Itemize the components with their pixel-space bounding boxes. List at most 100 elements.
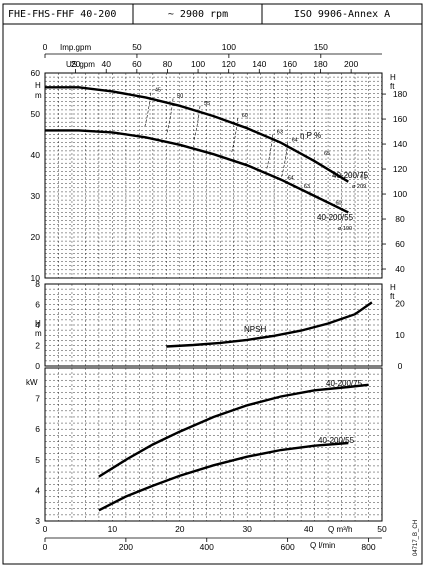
q-lmin-label: Q l/min [310,541,335,550]
us-gpm-tick-label: 160 [283,59,297,69]
npsh-ft-tick-label: 20 [395,299,405,309]
npsh-m-tick-label: 2 [35,341,40,351]
head-m-tick-label: 50 [31,109,41,119]
q-lmin-tick-label: 600 [281,542,295,552]
npsh-label: NPSH [244,325,266,334]
efficiency-value-label: 65 [324,151,330,157]
us-gpm-tick-label: 120 [222,59,236,69]
npsh-m-unit: m [35,329,42,338]
head-ft-unit: ft [390,82,395,91]
panel-frame [44,72,383,279]
kw-unit: kW [26,378,38,387]
npsh-m-tick-label: 6 [35,300,40,310]
us-gpm-tick-label: 200 [344,59,358,69]
efficiency-value-label: 63 [277,130,283,136]
q-lmin-tick-label: 0 [43,542,48,552]
head-ft-tick-label: 60 [395,239,405,249]
imp-gpm-tick-label: 150 [314,42,328,52]
npsh-m-unit: H [35,319,41,328]
imp-gpm-tick-label: 50 [132,42,142,52]
head-m-tick-label: 20 [31,232,41,242]
head-grid [44,72,383,279]
power-label-75: 40-200/75 [326,379,363,388]
npsh-curve [166,301,373,348]
head-ft-tick-label: 40 [395,264,405,274]
us-gpm-tick-label: 40 [101,59,111,69]
head-m-ticks: 60 50 40 30 20 10 [31,68,41,283]
curves-layer [45,86,373,512]
q-lmin-ticks: 0 200 400 600 800 [43,537,382,552]
efficiency-value-label: 64 [288,175,294,181]
power-curve-75 [98,383,369,478]
efficiency-value-label: 64 [292,138,298,144]
power-curve-55 [98,441,349,512]
efficiency-value-label: 63 [304,184,310,190]
head-curve-55 [45,129,349,214]
head-ft-tick-label: 120 [393,164,407,174]
head-m-tick-label: 60 [31,68,41,78]
efficiency-iso-line [144,92,152,127]
head-ft-tick-label: 140 [393,139,407,149]
us-gpm-tick-label: 60 [132,59,142,69]
efficiency-label: η P % [300,131,321,140]
power-tick-label: 5 [35,455,40,465]
us-gpm-tick-label: 80 [163,59,173,69]
q-m3h-tick-label: 40 [304,524,314,534]
q-lmin-tick-label: 200 [119,542,133,552]
npsh-m-tick-label: 4 [35,320,40,330]
us-gpm-tick-label: 100 [191,59,205,69]
imp-gpm-tick-label: 0 [43,42,48,52]
npsh-m-tick-label: 0 [35,361,40,371]
q-lmin-tick-label: 800 [361,542,375,552]
npsh-grid [44,283,383,367]
header-standard: ISO 9906-Annex A [294,9,390,20]
us-gpm-tick-label: 140 [252,59,266,69]
efficiency-iso-line [166,98,174,133]
curve-label-55: 40-200/55 [317,213,354,222]
us-gpm-label: US gpm [66,60,95,69]
header-speed: ~ 2900 rpm [168,9,228,20]
npsh-ft-tick-label: 10 [395,330,405,340]
panel-frame [44,283,383,367]
imp-gpm-label: Imp.gpm [60,43,91,52]
us-gpm-ticks: 20 40 60 80 100 120 140 160 180 200 [71,59,358,73]
npsh-ft-unit: H [390,283,396,292]
q-m3h-tick-label: 10 [108,524,118,534]
imp-gpm-ticks: 0 50 100 150 [43,42,382,58]
head-curve-75 [45,86,349,183]
q-m3h-tick-label: 30 [242,524,252,534]
power-tick-label: 6 [35,424,40,434]
efficiency-iso-line [266,134,274,169]
npsh-m-tick-label: 8 [35,279,40,289]
curve-label-75-dia: ø 209 [352,184,366,190]
q-lmin-tick-label: 400 [200,542,214,552]
us-gpm-tick-label: 20 [71,59,81,69]
q-m3h-tick-label: 0 [43,524,48,534]
footer-code: 04717_B_CH [413,520,419,556]
head-ft-tick-label: 180 [393,89,407,99]
head-m-unit: m [35,91,42,100]
q-m3h-tick-label: 20 [175,524,185,534]
power-label-55: 40-200/55 [318,436,355,445]
npsh-ft-ticks: 20 10 0 [395,299,405,371]
npsh-ft-tick-label: 0 [398,361,403,371]
power-tick-label: 3 [35,516,40,526]
us-gpm-tick-label: 180 [313,59,327,69]
head-m-tick-label: 40 [31,150,41,160]
efficiency-value-label: 61 [360,175,366,181]
outer-frame [2,23,423,565]
efficiency-value-label: 50 [177,93,183,99]
header-model: FHE-FHS-FHF 40-200 [8,9,116,20]
head-m-unit: H [35,81,41,90]
power-ticks: 7 6 5 4 3 [35,394,40,526]
curve-label-75: 40-200/75 [332,171,369,180]
npsh-ft-unit: ft [390,292,395,301]
power-tick-label: 4 [35,485,40,495]
imp-gpm-tick-label: 100 [222,42,236,52]
efficiency-lines: 45 50 55 60 63 64 65 61 64 63 60 [144,88,367,206]
efficiency-iso-line [281,142,288,177]
q-m3h-label: Q m³/h [328,525,352,534]
efficiency-value-label: 60 [335,200,341,206]
head-m-tick-label: 10 [31,273,41,283]
